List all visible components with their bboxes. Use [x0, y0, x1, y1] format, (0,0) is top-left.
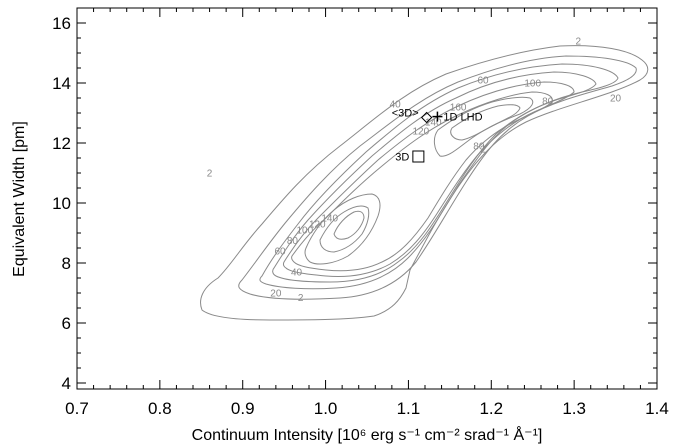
y-tick-label: 8: [62, 254, 71, 273]
x-tick-label: 1.3: [562, 399, 586, 418]
x-axis-label: Continuum Intensity [10⁶ erg s⁻¹ cm⁻² sr…: [192, 425, 543, 444]
y-tick-label: 16: [52, 14, 71, 33]
y-tick-label: 6: [62, 314, 71, 333]
x-tick-label: 1.0: [314, 399, 338, 418]
contour-label: 2: [298, 293, 304, 304]
contour-label: 80: [473, 142, 485, 153]
x-tick-label: 1.2: [479, 399, 503, 418]
contour-level-140-lower: [319, 205, 370, 253]
contour-level-140-upper: [450, 104, 521, 141]
plot-frame: [76, 7, 658, 390]
contour-label: 140: [321, 214, 338, 225]
data-points: <3D> 1D LHD 3D: [392, 108, 483, 164]
x-axis-ticks: 0.7 0.8 0.9 1.0 1.1 1.2 1.3 1.4: [65, 8, 669, 418]
contour-label: 100: [524, 79, 541, 90]
label-1d-lhd: 1D LHD: [443, 112, 482, 124]
y-axis-ticks: 4 6 8 10 12 14 16: [52, 7, 657, 393]
contour-label: 120: [413, 127, 430, 138]
contour-label: 60: [477, 76, 489, 87]
contour-label: 20: [270, 289, 282, 300]
x-tick-label: 0.9: [231, 399, 255, 418]
contour-label: 80: [287, 236, 299, 247]
contour-label: 160: [450, 103, 467, 114]
contour-label: 2: [207, 169, 213, 180]
contour-level-120-lower: [304, 193, 381, 265]
label-3d-mean: <3D>: [392, 108, 419, 120]
contour-label: 100: [297, 226, 314, 237]
contour-level-2: [200, 45, 649, 321]
contour-level-120-upper: [433, 96, 534, 157]
y-tick-label: 10: [52, 194, 71, 213]
contour-level-160-lower: [333, 210, 365, 240]
contour-label: 80: [542, 97, 554, 108]
contour-label: 60: [274, 247, 286, 258]
y-tick-label: 4: [62, 374, 71, 393]
label-3d: 3D: [395, 152, 409, 164]
x-tick-label: 0.8: [148, 399, 172, 418]
x-tick-label: 0.7: [65, 399, 89, 418]
x-tick-label: 1.1: [397, 399, 421, 418]
contour-labels: 2222202040406060808080100100120120140140…: [207, 37, 622, 305]
contour-label: 2: [480, 145, 486, 156]
diamond-marker-3d-mean: [420, 111, 433, 124]
contour-label: 2: [576, 37, 582, 48]
contour-label: 140: [425, 118, 442, 129]
y-tick-label: 14: [52, 74, 71, 93]
contour-label: 40: [291, 268, 303, 279]
contour-plot: [200, 45, 649, 321]
contour-label: 40: [390, 100, 402, 111]
contour-level-20: [238, 55, 637, 300]
y-axis-label: Equivalent Width [pm]: [11, 121, 28, 277]
contour-level-60: [272, 71, 597, 283]
contour-level-100: [291, 91, 553, 272]
x-tick-label: 1.4: [645, 399, 669, 418]
contour-label: 20: [610, 94, 622, 105]
square-marker-3d: [412, 150, 425, 163]
y-tick-label: 12: [52, 134, 71, 153]
contour-label: 120: [309, 220, 326, 231]
